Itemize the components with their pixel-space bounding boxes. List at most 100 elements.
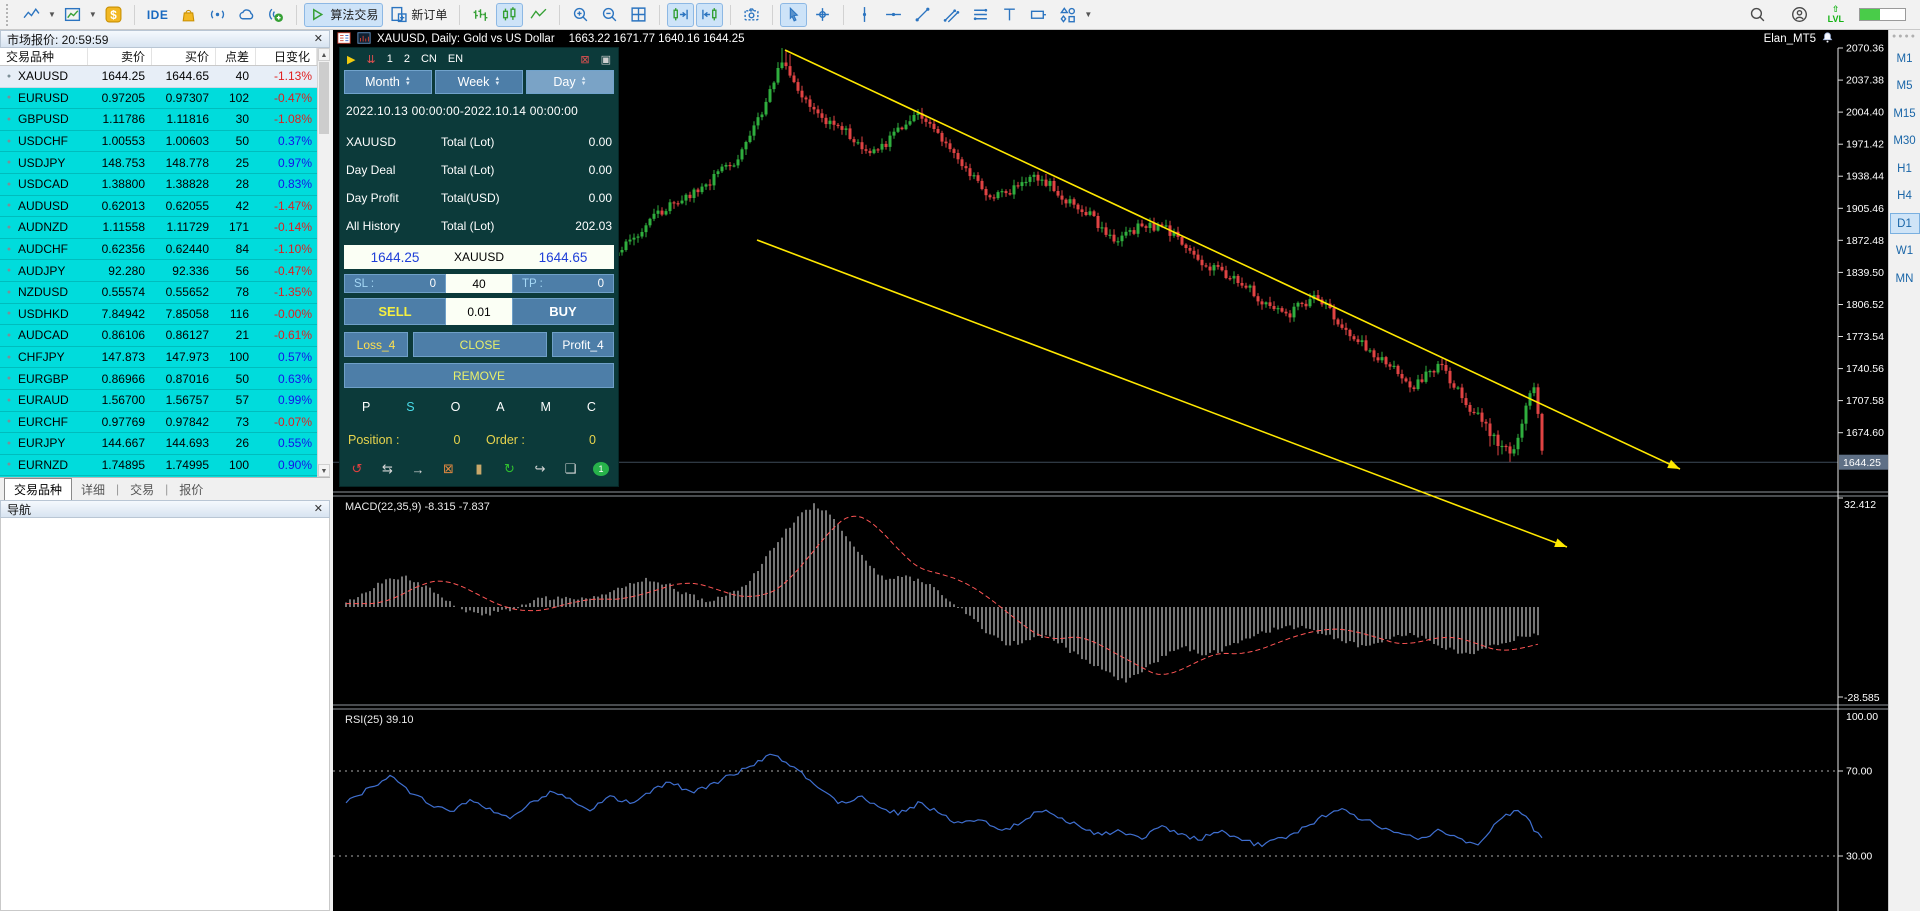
flag-P[interactable]: P <box>361 400 371 414</box>
column-header-2[interactable]: 买价 <box>152 48 216 65</box>
remove-button[interactable]: REMOVE <box>344 363 614 388</box>
chart-profile-button[interactable] <box>18 3 45 27</box>
panel-close-icon[interactable]: ⊠ <box>580 53 590 66</box>
scroll-up-icon[interactable]: ▲ <box>318 48 330 61</box>
flag-O[interactable]: O <box>450 400 461 414</box>
close-button[interactable]: CLOSE <box>413 332 547 357</box>
market-watch-scrollbar[interactable]: ▲ ▼ <box>317 48 330 477</box>
chart-mini-icon[interactable] <box>357 31 371 48</box>
screenshot-button[interactable] <box>738 3 765 27</box>
spinner-icon[interactable]: ▲ ▼ <box>494 76 501 87</box>
vertical-line-tool-button[interactable] <box>851 3 878 27</box>
vps-button[interactable] <box>233 3 260 27</box>
panel-collapse-icon[interactable]: ▣ <box>600 53 611 66</box>
column-header-4[interactable]: 日变化 <box>256 48 317 65</box>
fibonacci-tool-button[interactable] <box>967 3 994 27</box>
close-icon[interactable]: ✕ <box>313 32 323 45</box>
timeframe-M15[interactable]: M15 <box>1893 107 1916 120</box>
refresh-green-icon[interactable]: ↻ <box>504 461 515 476</box>
signals-button[interactable] <box>204 3 231 27</box>
text-tool-button[interactable] <box>996 3 1023 27</box>
chart-window-button[interactable] <box>59 3 86 27</box>
chevron-down-icon[interactable]: ▼ <box>1084 10 1093 19</box>
chart-shift-button[interactable] <box>667 2 695 27</box>
badge-one-icon[interactable]: 1 <box>593 462 609 476</box>
column-header-1[interactable]: 卖价 <box>88 48 152 65</box>
tile-windows-button[interactable] <box>625 3 652 27</box>
zoom-in-button[interactable] <box>567 3 594 27</box>
mini-item-2[interactable]: 2 <box>403 53 410 65</box>
sidebar-handle[interactable]: ●●●● <box>1892 33 1917 40</box>
close-box-icon[interactable]: ⊠ <box>443 461 454 476</box>
flag-S[interactable]: S <box>406 400 415 414</box>
close-icon[interactable]: ✕ <box>313 502 323 515</box>
market-watch-row-AUDCAD[interactable]: ● AUDCAD 0.86106 0.86127 21 -0.61% <box>0 325 317 347</box>
column-header-3[interactable]: 点差 <box>216 48 256 65</box>
profit-button[interactable]: Profit_4 <box>552 332 614 357</box>
trendline-tool-button[interactable] <box>909 3 936 27</box>
market-watch-row-EURNZD[interactable]: ● EURNZD 1.74895 1.74995 100 0.90% <box>0 454 317 477</box>
bar-chart-mode-button[interactable] <box>467 3 494 27</box>
loss-button[interactable]: Loss_4 <box>344 332 408 357</box>
label-tool-button[interactable] <box>1025 3 1052 27</box>
market-watch-row-USDCAD[interactable]: ● USDCAD 1.38800 1.38828 28 0.83% <box>0 173 317 196</box>
new-order-button[interactable]: 新订单 <box>385 3 452 27</box>
lot-size-field[interactable]: 0.01 <box>446 298 512 325</box>
period-month-button[interactable]: Month ▲ ▼ <box>344 70 432 94</box>
mini-item-EN[interactable]: EN <box>447 53 464 65</box>
shapes-tool-button[interactable] <box>1054 3 1081 27</box>
zoom-out-button[interactable] <box>596 3 623 27</box>
market-watch-row-EURAUD[interactable]: ● EURAUD 1.56700 1.56757 57 0.99% <box>0 389 317 412</box>
level-indicator[interactable]: ⇧ LVL <box>1828 4 1844 24</box>
arrow-right-icon[interactable]: → <box>411 461 425 477</box>
market-watch-row-USDCHF[interactable]: ● USDCHF 1.00553 1.00603 50 0.37% <box>0 130 317 153</box>
market-watch-row-XAUUSD[interactable]: ● XAUUSD 1644.25 1644.65 40 -1.13% <box>0 66 317 88</box>
mini-item-CN[interactable]: CN <box>420 53 437 65</box>
market-watch-row-GBPUSD[interactable]: ● GBPUSD 1.11786 1.11816 30 -1.08% <box>0 109 317 131</box>
market-watch-row-AUDCHF[interactable]: ● AUDCHF 0.62356 0.62440 84 -1.10% <box>0 238 317 261</box>
account-button[interactable] <box>1786 3 1813 27</box>
period-week-button[interactable]: Week ▲ ▼ <box>435 70 523 94</box>
payments-button[interactable]: $ <box>100 3 127 27</box>
flag-A[interactable]: A <box>496 400 505 414</box>
market-watch-row-EURGBP[interactable]: ● EURGBP 0.86966 0.87016 50 0.63% <box>0 368 317 390</box>
chevron-down-icon[interactable]: ▼ <box>48 10 56 19</box>
market-watch-row-EURCHF[interactable]: ● EURCHF 0.97769 0.97842 73 -0.07% <box>0 411 317 434</box>
flag-C[interactable]: C <box>586 400 596 414</box>
market-watch-column-header[interactable]: 交易品种 卖价 买价 点差 日变化 <box>0 48 317 66</box>
community-button[interactable] <box>262 3 289 27</box>
scroll-down-icon[interactable]: ▼ <box>318 464 330 477</box>
period-day-button[interactable]: Day ▲ ▼ <box>526 70 614 94</box>
play-icon[interactable]: ▶ <box>347 53 356 66</box>
market-watch-row-USDHKD[interactable]: ● USDHKD 7.84942 7.85058 116 -0.00% <box>0 303 317 326</box>
market-watch-row-AUDNZD[interactable]: ● AUDNZD 1.11558 1.11729 171 -0.14% <box>0 217 317 239</box>
scroll-thumb[interactable] <box>319 62 329 134</box>
market-watch-row-AUDJPY[interactable]: ● AUDJPY 92.280 92.336 56 -0.47% <box>0 260 317 282</box>
tp-field[interactable]: TP :0 <box>512 274 614 293</box>
crosshair-tool-button[interactable] <box>809 3 836 27</box>
market-watch-row-USDJPY[interactable]: ● USDJPY 148.753 148.778 25 0.97% <box>0 152 317 174</box>
chart-window[interactable]: 2070.36 2037.38 2004.40 1971.42 1938.44 1905.… <box>333 30 1888 911</box>
candle-chart-mode-button[interactable] <box>496 2 524 27</box>
channel-tool-button[interactable] <box>938 3 965 27</box>
price-chart[interactable]: 2070.36 2037.38 2004.40 1971.42 1938.44 1905.… <box>333 30 1888 911</box>
auto-scroll-button[interactable] <box>696 2 724 27</box>
timeframe-W1[interactable]: W1 <box>1895 245 1914 257</box>
buy-button[interactable]: BUY <box>512 298 614 325</box>
ide-button[interactable]: IDE <box>142 3 174 27</box>
column-header-0[interactable]: 交易品种 <box>0 48 88 65</box>
timeframe-D1[interactable]: D1 <box>1889 213 1920 234</box>
line-chart-mode-button[interactable] <box>525 3 552 27</box>
timeframe-M5[interactable]: M5 <box>1896 80 1913 92</box>
market-watch-row-AUDUSD[interactable]: ● AUDUSD 0.62013 0.62055 42 -1.47% <box>0 195 317 218</box>
algo-trading-button[interactable]: 算法交易 <box>304 2 384 27</box>
chevron-down-icon[interactable]: ▼ <box>88 10 97 19</box>
cursor-tool-button[interactable] <box>780 2 808 27</box>
market-button[interactable] <box>175 3 202 27</box>
undo-red-icon[interactable]: ↺ <box>351 461 363 476</box>
tab-3[interactable]: 报价 <box>179 482 204 497</box>
double-down-icon[interactable]: ⇊ <box>366 53 376 66</box>
trash-icon[interactable]: ▮ <box>475 461 483 476</box>
depth-of-market-icon[interactable] <box>337 31 351 48</box>
tab-2[interactable]: 交易 <box>130 482 155 497</box>
